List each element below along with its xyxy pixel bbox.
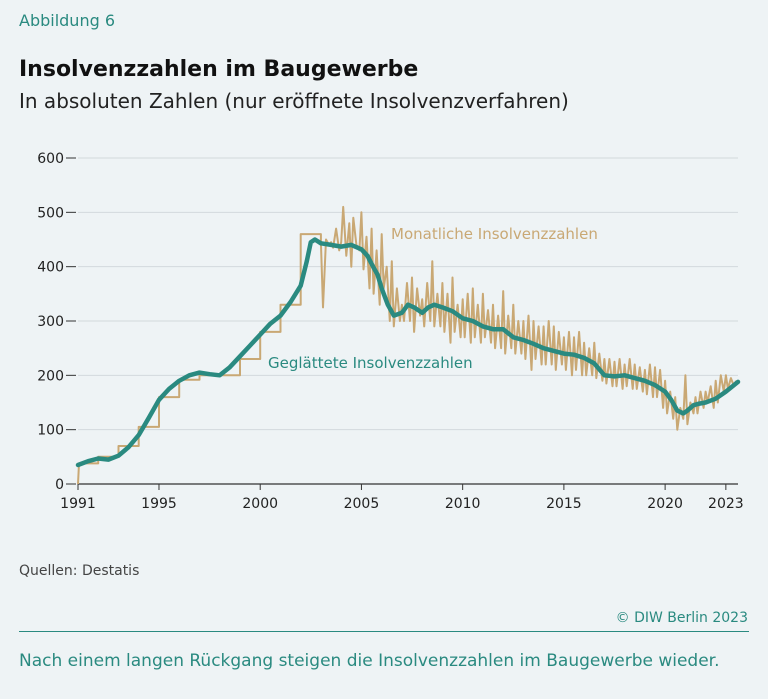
x-tick-label-1991: 1991 bbox=[60, 496, 96, 512]
series-lines bbox=[75, 205, 741, 485]
figure-label: Abbildung 6 bbox=[19, 11, 116, 30]
y-tick-label-100: 100 bbox=[37, 423, 64, 439]
copyright-note: © DIW Berlin 2023 bbox=[615, 610, 748, 626]
y-gridlines bbox=[78, 157, 738, 485]
x-tick-label-2000: 2000 bbox=[242, 496, 278, 512]
chart-title: Insolvenzzahlen im Baugewerbe bbox=[19, 57, 419, 82]
series-annotations: Monatliche Insolvenzzahlen Geglättete Ins… bbox=[268, 225, 598, 372]
chart-caption: Nach einem langen Rückgang steigen die I… bbox=[19, 651, 720, 671]
footer-divider bbox=[19, 631, 749, 632]
y-tick-labels: 0 100 200 300 400 500 600 bbox=[37, 151, 76, 493]
x-tick-label-2015: 2015 bbox=[546, 496, 582, 512]
x-tick-label-2023: 2023 bbox=[708, 496, 744, 512]
x-tick-label-2020: 2020 bbox=[647, 496, 683, 512]
y-tick-label-500: 500 bbox=[37, 205, 64, 221]
y-tick-label-200: 200 bbox=[37, 368, 64, 384]
chart-subtitle: In absoluten Zahlen (nur eröffnete Insol… bbox=[19, 89, 569, 113]
y-tick-label-0: 0 bbox=[55, 477, 64, 493]
annotation-monthly: Monatliche Insolvenzzahlen bbox=[391, 225, 598, 243]
monthly-series-line bbox=[77, 205, 737, 485]
y-tick-label-600: 600 bbox=[37, 151, 64, 167]
insolvency-line-chart: 0 100 200 300 400 500 600 1991 1995 2000 2005 2010… bbox=[37, 151, 744, 512]
x-tick-labels: 1991 1995 2000 2005 2010 2015 2020 2023 bbox=[60, 484, 744, 512]
y-tick-label-300: 300 bbox=[37, 314, 64, 330]
smoothed-series-line bbox=[75, 237, 741, 468]
x-tick-label-1995: 1995 bbox=[141, 496, 177, 512]
x-tick-label-2010: 2010 bbox=[445, 496, 481, 512]
y-tick-label-400: 400 bbox=[37, 260, 64, 276]
annotation-smoothed: Geglättete Insolvenzzahlen bbox=[268, 354, 473, 372]
source-note: Quellen: Destatis bbox=[19, 563, 140, 579]
x-tick-label-2005: 2005 bbox=[344, 496, 380, 512]
